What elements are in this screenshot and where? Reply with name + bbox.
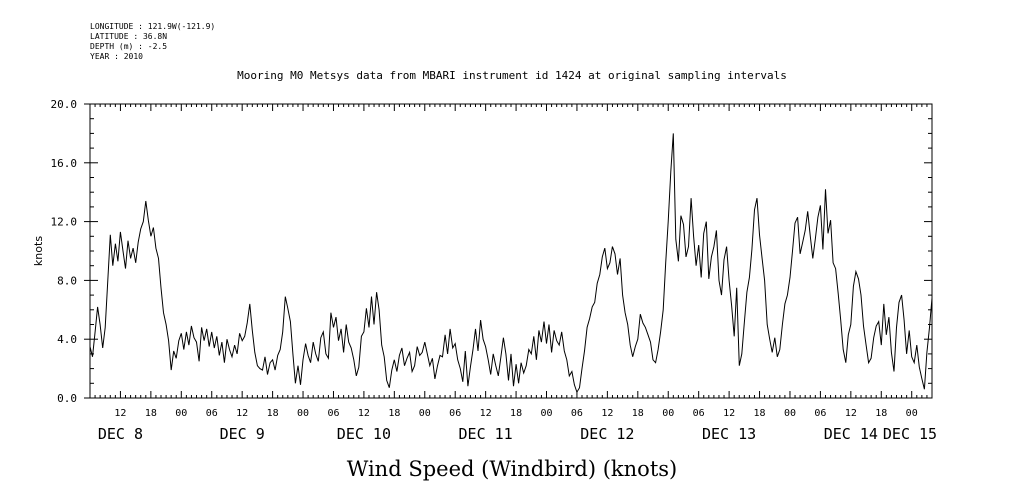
x-tick-label: 06: [693, 408, 705, 419]
x-tick-label: 00: [297, 408, 309, 419]
x-tick-label: 06: [814, 408, 826, 419]
wind-speed-line: [89, 133, 933, 394]
x-day-label: DEC 13: [702, 425, 756, 443]
y-tick-label: 16.0: [51, 157, 78, 170]
x-tick-label: 12: [601, 408, 613, 419]
depth-text: DEPTH (m) : -2.5: [90, 42, 168, 51]
y-tick-label: 8.0: [57, 274, 77, 287]
x-tick-label: 18: [754, 408, 766, 419]
longitude-text: LONGITUDE : 121.9W(-121.9): [90, 22, 216, 31]
x-tick-label: 18: [632, 408, 644, 419]
x-tick-label: 06: [327, 408, 339, 419]
x-tick-label: 18: [267, 408, 279, 419]
x-day-label: DEC 9: [220, 425, 265, 443]
x-tick-label: 18: [388, 408, 400, 419]
y-axis-label: knots: [32, 236, 45, 266]
y-tick-label: 12.0: [51, 216, 78, 229]
x-tick-label: 00: [419, 408, 431, 419]
x-tick-label: 06: [571, 408, 583, 419]
x-axis-label: Wind Speed (Windbird) (knots): [347, 457, 677, 481]
x-day-label: DEC 8: [98, 425, 143, 443]
x-tick-label: 00: [175, 408, 187, 419]
x-tick-label: 00: [784, 408, 796, 419]
y-tick-label: 0.0: [57, 392, 77, 405]
x-day-label: DEC 11: [459, 425, 513, 443]
x-day-label: DEC 14: [824, 425, 878, 443]
x-tick-label: 00: [662, 408, 674, 419]
x-tick-label: 06: [206, 408, 218, 419]
latitude-text: LATITUDE : 36.8N: [90, 32, 168, 41]
x-tick-label: 06: [449, 408, 461, 419]
x-day-label: DEC 10: [337, 425, 391, 443]
x-tick-label: 12: [723, 408, 735, 419]
x-tick-label: 12: [236, 408, 248, 419]
x-tick-label: 12: [480, 408, 492, 419]
x-tick-label: 12: [358, 408, 370, 419]
year-text: YEAR : 2010: [90, 52, 143, 61]
y-tick-label: 20.0: [51, 98, 78, 111]
x-tick-label: 18: [510, 408, 522, 419]
x-tick-label: 18: [875, 408, 887, 419]
x-day-label: DEC 12: [580, 425, 634, 443]
x-tick-label: 00: [906, 408, 918, 419]
x-day-label: DEC 15: [883, 425, 937, 443]
x-tick-label: 18: [145, 408, 157, 419]
y-tick-label: 4.0: [57, 333, 77, 346]
x-tick-label: 00: [540, 408, 552, 419]
chart-title: Mooring M0 Metsys data from MBARI instru…: [237, 69, 787, 82]
metadata-block: LONGITUDE : 121.9W(-121.9) LATITUDE : 36…: [90, 22, 215, 62]
x-tick-label: 12: [114, 408, 126, 419]
x-tick-label: 12: [845, 408, 857, 419]
